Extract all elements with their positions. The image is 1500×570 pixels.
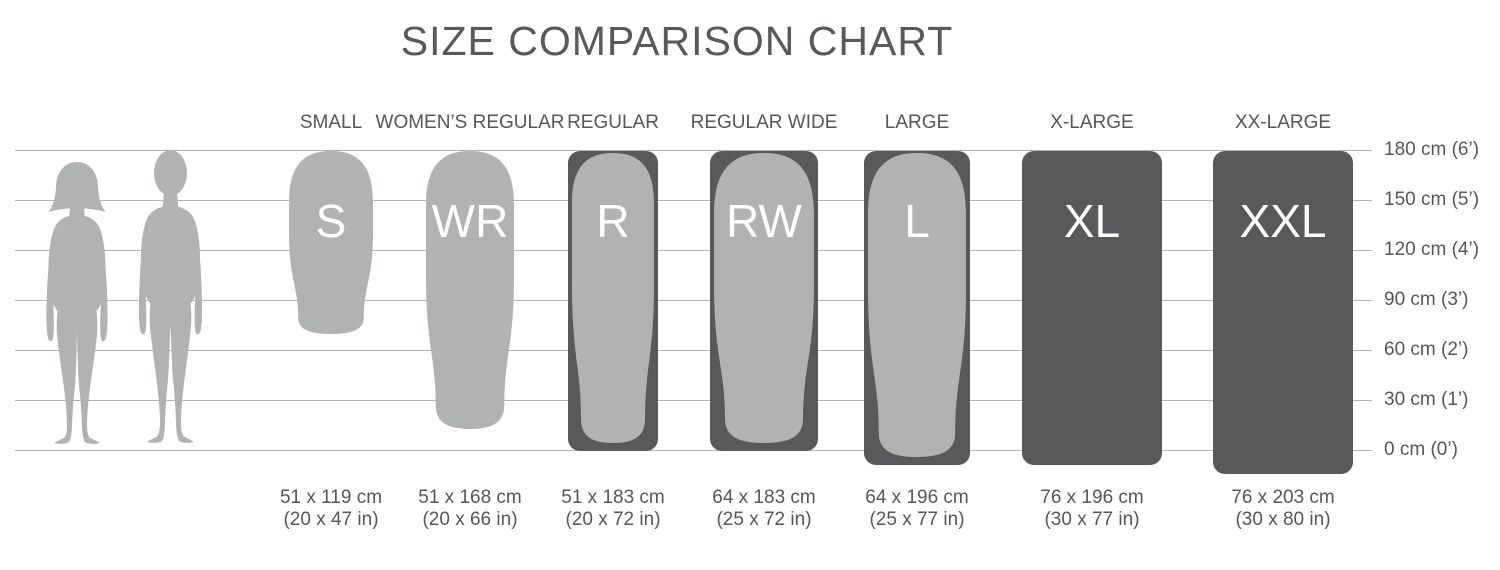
- size-dimensions: 64 x 183 cm (25 x 72 in): [654, 487, 874, 531]
- axis-tick-label: 30 cm (1’): [1384, 389, 1469, 410]
- size-dimensions-cm: 76 x 203 cm: [1231, 487, 1335, 508]
- pad-mummy-shape: [868, 153, 966, 457]
- woman-right-arm: [100, 248, 108, 342]
- woman-silhouette: [46, 162, 108, 444]
- size-dimensions: 51 x 168 cm (20 x 66 in): [360, 487, 580, 531]
- woman-neck: [69, 197, 85, 220]
- size-column-label: X-LARGE: [1050, 112, 1134, 133]
- size-pad-S: S: [289, 151, 373, 334]
- gridline: [15, 150, 1372, 151]
- size-pad-R: R: [568, 151, 658, 451]
- size-dimensions-in: (30 x 80 in): [1235, 509, 1331, 530]
- size-dimensions-cm: 76 x 196 cm: [1040, 487, 1144, 508]
- size-letter: XXL: [1240, 195, 1327, 247]
- axis-tick-label: 60 cm (2’): [1384, 339, 1469, 360]
- pad-mummy-shape: [714, 152, 814, 443]
- gridline: [15, 400, 1372, 401]
- size-dimensions-in: (20 x 72 in): [565, 509, 661, 530]
- axis-tick-label: 90 cm (3’): [1384, 289, 1469, 310]
- size-letter: XL: [1064, 195, 1120, 247]
- gridline: [15, 250, 1372, 251]
- size-dimensions-cm: 51 x 183 cm: [561, 487, 665, 508]
- size-pad-RW: RW: [710, 151, 818, 451]
- woman-hair: [48, 162, 106, 212]
- man-head: [154, 150, 187, 196]
- pad-backing-rect: [1022, 151, 1162, 465]
- axis-tick-label: 150 cm (5’): [1384, 189, 1480, 210]
- size-letter: RW: [726, 195, 802, 247]
- pad-mummy-shape: [289, 151, 373, 334]
- size-column-label: XX-LARGE: [1234, 112, 1332, 133]
- woman-torso: [48, 215, 106, 317]
- pad-backing-rect: [1213, 151, 1353, 474]
- page-title: SIZE COMPARISON CHART: [400, 18, 954, 64]
- gridline: [15, 350, 1372, 351]
- woman-left-arm: [46, 248, 54, 342]
- man-legs: [147, 292, 194, 443]
- man-left-arm: [138, 240, 147, 335]
- pad-mummy-shape: [426, 151, 514, 429]
- gridline: [15, 450, 1372, 451]
- size-pad-L: L: [864, 151, 970, 465]
- man-torso: [141, 206, 200, 309]
- size-pad-XXL: XXL: [1213, 151, 1353, 474]
- gridline: [15, 300, 1372, 301]
- size-column-label: WOMEN’S REGULAR: [375, 112, 565, 133]
- size-dimensions-in: (30 x 77 in): [1044, 509, 1140, 530]
- size-letter: S: [316, 195, 347, 247]
- pad-mummy-shape: [572, 153, 654, 443]
- size-column-label: SMALL: [299, 112, 363, 133]
- size-dimensions: 76 x 196 cm (30 x 77 in): [982, 487, 1202, 531]
- size-dimensions-in: (25 x 77 in): [869, 509, 965, 530]
- axis-tick-label: 0 cm (0’): [1384, 439, 1458, 460]
- size-dimensions-cm: 64 x 183 cm: [712, 487, 816, 508]
- axis-tick-label: 180 cm (6’): [1384, 139, 1480, 160]
- size-letter: WR: [432, 195, 509, 247]
- size-dimensions: 51 x 119 cm (20 x 47 in): [221, 487, 441, 531]
- man-right-arm: [194, 240, 203, 335]
- size-dimensions-cm: 51 x 119 cm: [279, 487, 383, 508]
- size-column-label: LARGE: [884, 112, 950, 133]
- size-dimensions-cm: 64 x 196 cm: [865, 487, 969, 508]
- gridline: [15, 200, 1372, 201]
- size-dimensions: 76 x 203 cm (30 x 80 in): [1173, 487, 1393, 531]
- size-dimensions-cm: 51 x 168 cm: [418, 487, 522, 508]
- size-letter: R: [596, 195, 629, 247]
- size-dimensions-in: (20 x 47 in): [283, 509, 379, 530]
- woman-legs: [54, 300, 100, 444]
- size-dimensions-in: (20 x 66 in): [422, 509, 518, 530]
- man-neck: [162, 192, 179, 210]
- axis-tick-label: 120 cm (4’): [1384, 239, 1480, 260]
- size-dimensions-in: (25 x 72 in): [716, 509, 812, 530]
- size-letter: L: [904, 195, 930, 247]
- size-column-label: REGULAR WIDE: [690, 112, 838, 133]
- size-dimensions: 64 x 196 cm (25 x 77 in): [807, 487, 1027, 531]
- man-silhouette: [138, 150, 203, 443]
- size-pad-WR: WR: [426, 151, 514, 429]
- size-pad-XL: XL: [1022, 151, 1162, 465]
- size-column-label: REGULAR: [567, 112, 659, 133]
- size-dimensions: 51 x 183 cm (20 x 72 in): [503, 487, 723, 531]
